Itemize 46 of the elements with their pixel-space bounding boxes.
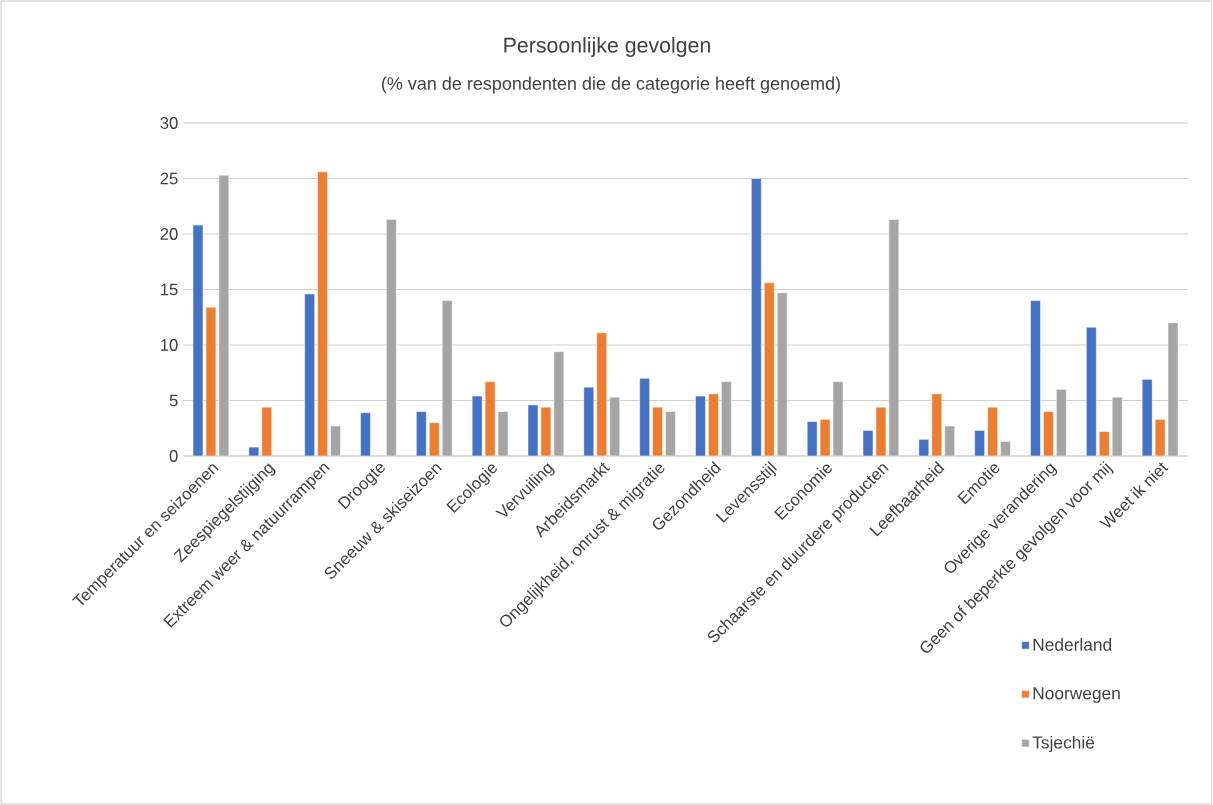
bar [261, 406, 273, 457]
chart-subtitle: (% van de respondenten die de categorie heeft genoemd) [381, 76, 840, 94]
bar [776, 292, 788, 457]
bar [416, 411, 427, 457]
bar [304, 293, 315, 457]
y-tick-label: 5 [169, 394, 178, 407]
bar [317, 171, 328, 457]
bar [974, 430, 985, 457]
y-tick-label: 10 [161, 339, 178, 351]
bar [583, 386, 595, 457]
bar [665, 411, 676, 457]
bar [1086, 326, 1097, 457]
bar [330, 425, 341, 457]
bar [944, 425, 955, 457]
bar [248, 446, 260, 457]
bar [360, 412, 371, 457]
bar [596, 332, 608, 457]
chart-title: Persoonlijke gevolgen [504, 37, 710, 57]
bar [1111, 396, 1123, 457]
bar [695, 395, 706, 457]
bar [1056, 389, 1067, 457]
y-tick-label: 15 [161, 283, 178, 296]
bar [639, 378, 650, 457]
bar [1098, 431, 1110, 457]
bar [1030, 300, 1041, 457]
legend-label: Nederland [1033, 638, 1112, 651]
bar [763, 282, 775, 457]
bar [441, 300, 453, 457]
y-tick-label: 30 [160, 117, 178, 129]
bar [1043, 411, 1054, 457]
y-tick-label: 0 [169, 450, 178, 462]
bar [1000, 441, 1011, 457]
bar [931, 393, 943, 457]
bar [609, 396, 620, 457]
legend-label: Noorwegen [1033, 687, 1120, 703]
bar [918, 439, 930, 457]
bar [652, 406, 663, 457]
bar [751, 178, 762, 457]
bar [708, 393, 719, 457]
legend-label: Tsjechië [1032, 735, 1095, 753]
y-tick-label: 25 [160, 172, 178, 185]
bar [987, 406, 998, 457]
bar [428, 422, 440, 457]
y-tick-label: 20 [160, 228, 178, 240]
bar [386, 219, 397, 457]
bar [721, 381, 732, 457]
